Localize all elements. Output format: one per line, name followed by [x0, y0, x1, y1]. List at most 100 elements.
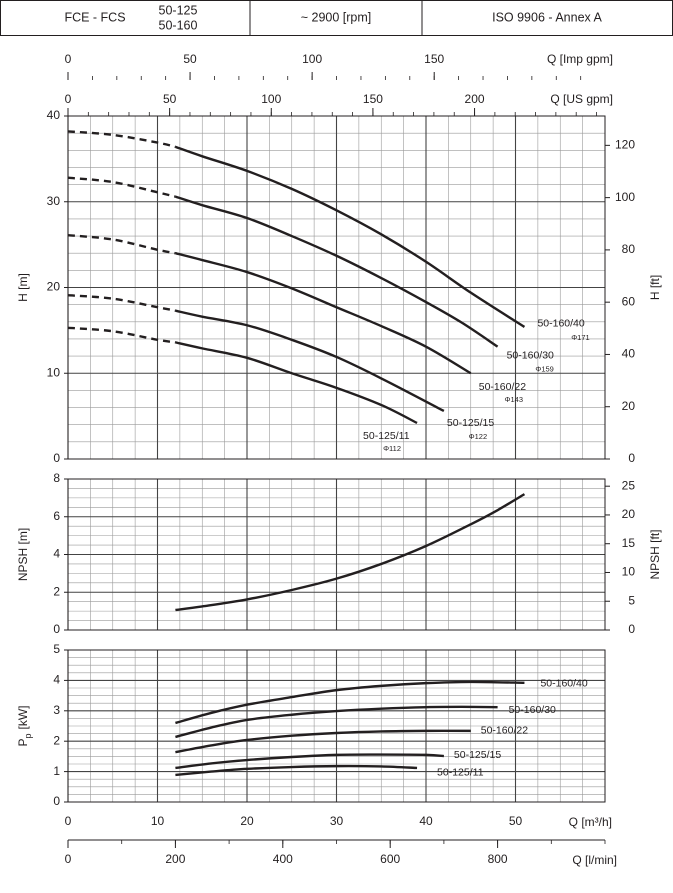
x-tick-label: 600: [380, 852, 400, 866]
curve: [175, 705, 498, 739]
curve-label: 50-160/22: [479, 381, 526, 393]
curve-dashed: [67, 233, 176, 255]
curve: [175, 764, 418, 777]
x-tick-label: 800: [488, 852, 508, 866]
curve-label: 50-125/15: [447, 417, 494, 429]
header-series: FCE - FCS: [64, 10, 125, 24]
curve-dashed: [67, 176, 176, 198]
y-tick-label: 0: [53, 794, 60, 808]
x-axis-label: Q [m³/h]: [569, 815, 612, 829]
y2-axis-label: H [ft]: [648, 275, 662, 300]
x-tick-label: 400: [273, 852, 293, 866]
y2-axis-label: NPSH [ft]: [648, 529, 662, 579]
curve-label: 50-160/30: [507, 349, 554, 361]
curve: [175, 729, 471, 754]
y-axis-label: Pp [kW]: [16, 705, 33, 746]
y-tick-label: 4: [53, 673, 60, 687]
plot-frame: [67, 478, 606, 631]
x-tick-label: 0: [65, 52, 72, 66]
x-tick-label: 50: [183, 52, 197, 66]
curve-label: 50-160/40: [537, 318, 584, 330]
y2-tick-label: 40: [622, 347, 636, 361]
y-tick-label: 5: [53, 642, 60, 656]
curve: [175, 493, 526, 612]
y2-tick-label: 80: [622, 242, 636, 256]
y-tick-label: 0: [53, 622, 60, 636]
y2-tick-label: 5: [628, 593, 635, 607]
curve: [175, 753, 444, 770]
header-standard: ISO 9906 - Annex A: [492, 10, 602, 24]
x-axis-label: Q [l/min]: [572, 853, 617, 867]
x-axis-label: Q [Imp gpm]: [547, 52, 613, 66]
x-tick-label: 50: [163, 92, 177, 106]
y-tick-label: 8: [53, 471, 60, 485]
y2-tick-label: 15: [622, 536, 636, 550]
impeller-diameter: Φ143: [505, 395, 524, 404]
impeller-diameter: Φ171: [571, 333, 590, 342]
curve: [175, 145, 526, 328]
y2-tick-label: 60: [622, 294, 636, 308]
y-axis-label: NPSH [m]: [16, 528, 30, 581]
x-tick-label: 10: [151, 814, 165, 828]
header-speed: ~ 2900 [rpm]: [301, 10, 372, 24]
y-tick-label: 6: [53, 509, 60, 523]
curve-label: 50-125/11: [437, 767, 484, 779]
x-tick-label: 40: [419, 814, 433, 828]
y-axis-label-unit: [kW]: [16, 705, 30, 729]
x-tick-label: 200: [465, 92, 485, 106]
x-tick-label: 150: [424, 52, 444, 66]
panel: 0 2 4 6 8 NPSH [m] 0 5 10 15 20 25 NPSH [ft]: [16, 471, 662, 636]
y-tick-label: 2: [53, 584, 60, 598]
x-axis-label: Q [US gpm]: [550, 92, 613, 106]
y-tick-label: 40: [47, 108, 61, 122]
header-model: 50-160: [159, 18, 198, 32]
panel: 0 10 20 30 40 H [m] 0 20 40 60 80 100 120 H [ft] 0 50 10…: [16, 52, 662, 465]
x-tick-label: 0: [65, 92, 72, 106]
y2-tick-label: 0: [628, 451, 635, 465]
impeller-diameter: Φ112: [383, 444, 401, 453]
curve-dashed: [67, 130, 176, 149]
y-tick-label: 0: [53, 451, 60, 465]
curve: [175, 341, 418, 425]
y2-tick-label: 120: [615, 138, 635, 152]
curve-label: 50-160/22: [481, 725, 528, 737]
curve-dashed: [67, 326, 176, 344]
y2-tick-label: 25: [622, 478, 636, 492]
y-tick-label: 1: [53, 764, 60, 778]
curve-dashed: [67, 294, 176, 312]
y-axis-label-main: P: [16, 739, 30, 747]
y2-tick-label: 20: [622, 507, 636, 521]
y2-tick-label: 0: [628, 622, 635, 636]
header-model: 50-125: [159, 3, 198, 17]
panel: 0 1 2 3 4 5 Pp [kW] 0 10 20 30 40 50 Q [m³/h] 0 200 400 60…: [16, 642, 617, 867]
y-axis-label-sub: p: [23, 733, 33, 738]
y-tick-label: 4: [53, 547, 60, 561]
y2-tick-label: 100: [615, 190, 635, 204]
impeller-diameter: Φ122: [469, 432, 488, 441]
y-tick-label: 3: [53, 703, 60, 717]
plot-frame: [67, 649, 606, 803]
impeller-diameter: Φ159: [535, 365, 554, 374]
header: FCE - FCS 50-125 50-160 ~ 2900 [rpm] ISO…: [0, 0, 673, 36]
curve-label: 50-125/11: [363, 430, 410, 442]
x-tick-label: 100: [302, 52, 322, 66]
x-tick-label: 100: [261, 92, 281, 106]
x-tick-label: 150: [363, 92, 383, 106]
x-tick-label: 0: [65, 852, 72, 866]
curve: [175, 309, 445, 413]
curve-label: 50-160/30: [509, 704, 556, 716]
x-tick-label: 30: [330, 814, 344, 828]
y-tick-label: 2: [53, 733, 60, 747]
y-axis-label: H [m]: [16, 273, 30, 302]
y-tick-label: 30: [47, 194, 61, 208]
curve-label: 50-160/40: [540, 678, 587, 690]
y-tick-label: 20: [47, 280, 61, 294]
y-tick-label: 10: [47, 365, 61, 379]
y2-tick-label: 20: [622, 399, 636, 413]
x-tick-label: 20: [240, 814, 254, 828]
x-tick-label: 0: [65, 814, 72, 828]
curve: [175, 680, 525, 725]
x-tick-label: 50: [509, 814, 523, 828]
